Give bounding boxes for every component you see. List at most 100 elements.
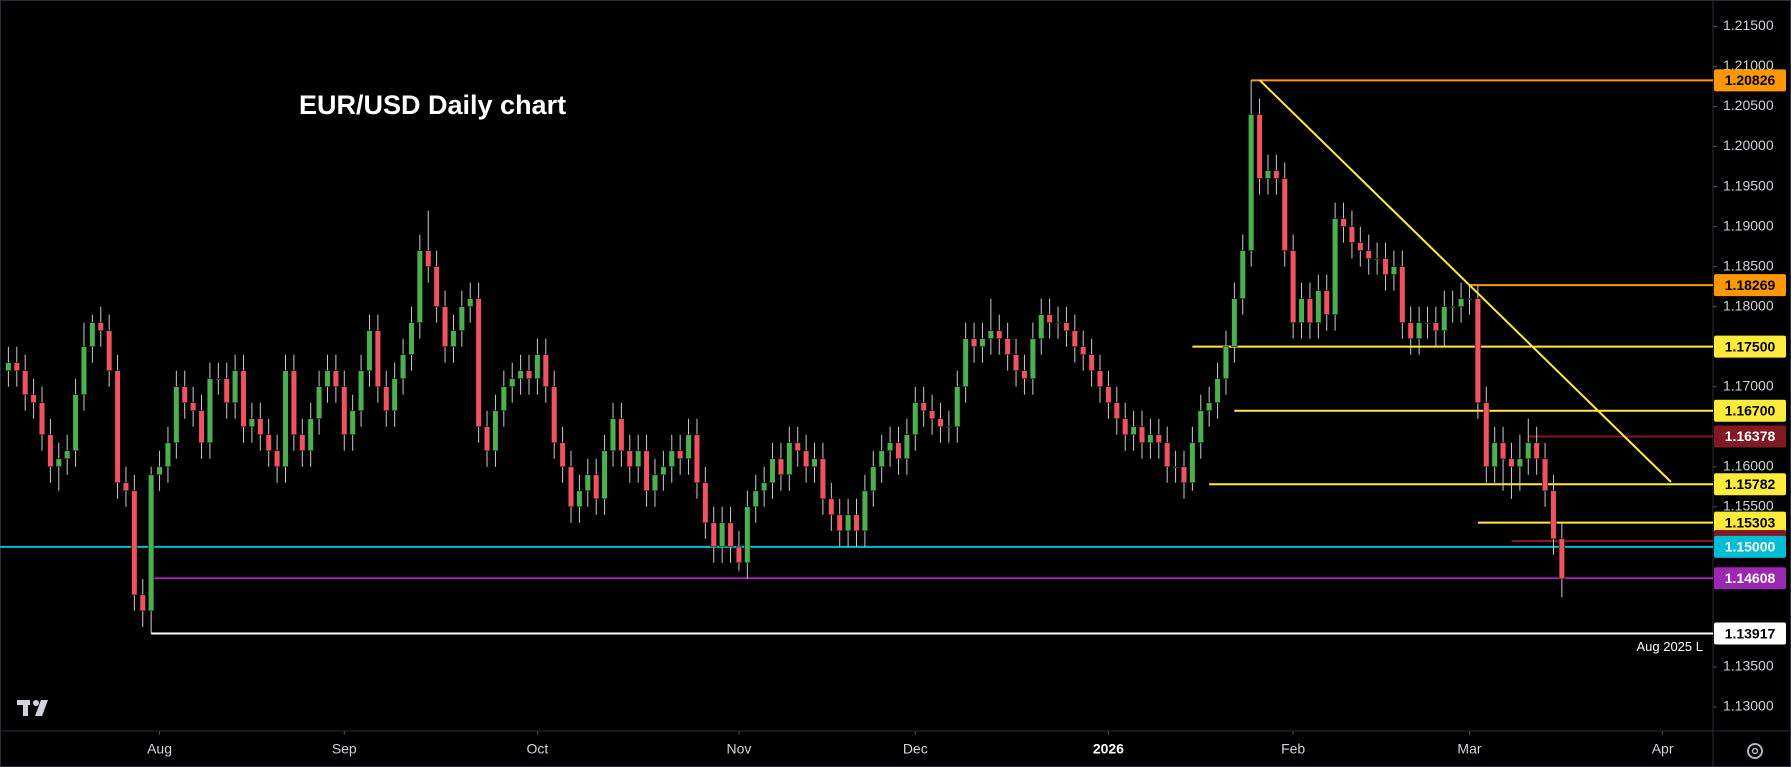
- candle-body: [786, 442, 793, 476]
- candle-body: [1122, 418, 1129, 436]
- candle-body: [1474, 298, 1481, 404]
- candle-body: [232, 370, 239, 404]
- candle-body: [1189, 442, 1196, 484]
- candle-body: [576, 490, 583, 508]
- candle-body: [710, 522, 717, 548]
- candle-body: [962, 338, 969, 388]
- candle-body: [1298, 298, 1305, 323]
- candle-body: [114, 370, 121, 484]
- candle-body: [1054, 322, 1062, 324]
- candle-body: [5, 362, 12, 372]
- y-tick-label: 1.20000: [1723, 137, 1774, 153]
- candle-body: [1281, 178, 1288, 251]
- candle-body: [1550, 490, 1557, 540]
- candle-body: [1096, 370, 1104, 388]
- candle-body: [131, 490, 138, 596]
- candle-body: [811, 458, 818, 468]
- candle-body: [1441, 306, 1448, 331]
- candle-body: [332, 370, 339, 388]
- price-tag-label: 1.20826: [1725, 72, 1776, 88]
- x-tick-label: Sep: [332, 741, 357, 757]
- y-tick-label: 1.13500: [1723, 658, 1774, 674]
- y-tick-label: 1.15500: [1723, 498, 1774, 514]
- gear-hub[interactable]: [1751, 747, 1759, 755]
- candle-body: [635, 450, 642, 468]
- price-tag: [1714, 399, 1786, 422]
- candle-body: [1541, 458, 1549, 492]
- candle-body: [1197, 410, 1204, 444]
- candle-body: [761, 482, 768, 492]
- price-tag: [1714, 274, 1786, 297]
- candle-body: [1180, 466, 1188, 484]
- candle-body: [1306, 298, 1314, 323]
- candle-body: [685, 434, 692, 460]
- candle-body: [769, 458, 776, 484]
- candle-body: [719, 522, 726, 548]
- settings-icon[interactable]: [1747, 743, 1763, 759]
- candle-body: [517, 370, 524, 380]
- candle-body: [307, 418, 314, 452]
- chart-title: EUR/USD Daily chart: [299, 90, 566, 120]
- candle-body: [702, 482, 709, 524]
- candle-body: [1021, 370, 1028, 380]
- price-tag: [1714, 567, 1786, 590]
- candle-body: [47, 434, 54, 468]
- price-tag-label: 1.16700: [1725, 402, 1776, 418]
- candle-body: [1508, 458, 1515, 468]
- candle-body: [1424, 322, 1431, 324]
- y-tick-label: 1.20500: [1723, 97, 1774, 113]
- y-tick-label: 1.21000: [1723, 57, 1774, 73]
- candle-body: [1407, 322, 1414, 339]
- candle-body: [97, 322, 104, 331]
- candle-body: [1080, 346, 1087, 355]
- candle-body: [1130, 426, 1137, 436]
- candle-body: [1365, 250, 1372, 259]
- y-tick-label: 1.18000: [1723, 297, 1774, 313]
- candle-body: [341, 386, 348, 436]
- candle-body: [987, 330, 994, 339]
- candle-body: [416, 250, 423, 323]
- logo-part: [23, 700, 28, 716]
- candle-body: [441, 306, 449, 347]
- candle-body: [542, 354, 549, 388]
- candle-body: [1500, 442, 1507, 460]
- candle-body: [945, 426, 952, 429]
- candle-body: [1222, 346, 1230, 380]
- gear[interactable]: [1747, 743, 1763, 759]
- candle-body: [64, 450, 71, 460]
- candle-body: [1382, 258, 1389, 275]
- candle-body: [744, 506, 751, 564]
- price-tag: [1714, 511, 1786, 534]
- x-tick-label: Aug: [147, 741, 172, 757]
- candle-body: [366, 330, 373, 372]
- candle-body: [290, 370, 297, 436]
- candle-body: [190, 402, 197, 412]
- candle-body: [509, 378, 516, 388]
- candle-body: [1315, 290, 1322, 323]
- candle-body: [467, 298, 474, 307]
- candle-body: [106, 330, 113, 372]
- candle-body: [735, 546, 743, 564]
- candle-body: [80, 346, 88, 396]
- price-tag: [1714, 425, 1786, 448]
- candle-body: [399, 354, 407, 380]
- candle-body: [215, 378, 222, 381]
- price-tag-label: 1.18269: [1725, 277, 1776, 293]
- candle-body: [240, 370, 247, 428]
- y-tick-label: 1.17000: [1723, 377, 1774, 393]
- candle-body: [1063, 322, 1070, 331]
- price-tag-label: 1.15303: [1725, 514, 1776, 530]
- candle-body: [492, 410, 499, 452]
- candle-body: [803, 450, 810, 468]
- candle-body: [651, 474, 659, 492]
- candle-body: [1558, 538, 1565, 580]
- candle-body: [1012, 354, 1020, 372]
- candle-body: [55, 458, 62, 468]
- candle-body: [979, 338, 986, 347]
- candle-body: [1466, 298, 1473, 300]
- candle-body: [693, 434, 701, 484]
- candle-body: [677, 450, 684, 460]
- candle-body: [223, 378, 230, 404]
